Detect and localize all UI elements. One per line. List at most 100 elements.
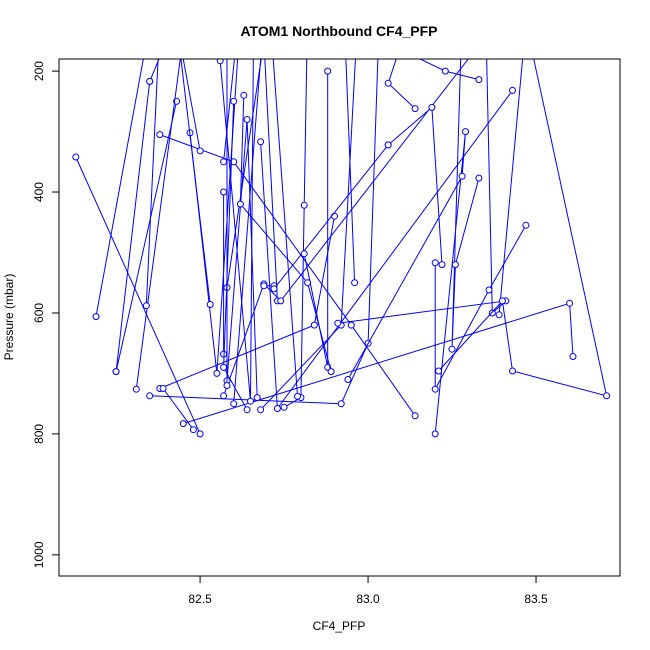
data-point: [566, 299, 574, 307]
data-point: [206, 301, 214, 308]
series-layer: [72, 59, 611, 438]
data-point: [220, 363, 228, 371]
y-axis-label: Pressure (mbar): [2, 274, 16, 361]
data-point: [92, 313, 100, 321]
data-point: [230, 400, 238, 408]
data-point: [294, 392, 301, 400]
data-point: [448, 345, 456, 353]
data-point: [522, 221, 530, 229]
series-line: [226, 59, 262, 404]
data-point: [331, 212, 338, 220]
data-point: [327, 368, 335, 376]
data-point: [431, 259, 439, 267]
y-tick-label: 400: [32, 182, 46, 202]
data-point: [236, 200, 244, 208]
y-tick-label: 200: [32, 61, 46, 81]
series-line: [273, 144, 389, 290]
data-point: [253, 394, 261, 402]
data-point: [384, 79, 392, 87]
data-point: [351, 279, 359, 287]
data-point: [310, 321, 318, 329]
data-point: [257, 138, 265, 146]
data-point: [260, 282, 268, 290]
data-point: [428, 103, 436, 111]
series-line: [260, 59, 356, 411]
series-line: [223, 59, 235, 162]
y-tick-label: 600: [32, 303, 46, 323]
data-point: [243, 406, 251, 414]
x-tick-label: 82.5: [188, 592, 212, 606]
series-line: [219, 59, 254, 402]
data-point: [300, 201, 308, 209]
series-line: [223, 59, 469, 396]
data-point: [462, 128, 469, 136]
data-point: [334, 319, 342, 327]
data-point: [569, 353, 577, 360]
series-line: [115, 81, 151, 372]
data-point: [438, 261, 446, 269]
data-point: [509, 367, 516, 375]
data-point: [243, 116, 251, 123]
series-line: [145, 59, 159, 306]
data-point: [431, 430, 439, 438]
data-point: [300, 250, 308, 258]
y-tick-label: 1000: [32, 541, 46, 568]
data-point: [196, 430, 204, 438]
data-point: [156, 131, 164, 139]
data-point: [72, 153, 80, 161]
x-axis-label: CF4_PFP: [313, 619, 366, 633]
data-point: [220, 188, 228, 196]
data-point: [230, 97, 238, 105]
data-point: [337, 400, 345, 408]
x-tick-label: 83.5: [524, 592, 548, 606]
data-point: [179, 420, 187, 428]
data-point: [411, 105, 419, 113]
data-point: [112, 368, 120, 376]
data-point: [509, 86, 516, 94]
data-point: [280, 403, 288, 411]
y-tick-label: 800: [32, 424, 46, 444]
series-line: [337, 59, 508, 324]
x-tick-label: 83.0: [356, 592, 380, 606]
series-line: [347, 131, 466, 434]
data-point: [277, 297, 285, 305]
data-point: [498, 297, 506, 305]
series-line: [75, 156, 201, 435]
series-line: [451, 59, 480, 350]
data-point: [159, 385, 167, 392]
data-point: [475, 174, 483, 182]
data-point: [146, 77, 154, 85]
data-point: [384, 141, 392, 149]
data-point: [603, 392, 611, 400]
data-point: [142, 302, 150, 310]
chart-title: ATOM1 Northbound CF4_PFP: [240, 23, 437, 39]
data-point: [485, 286, 493, 294]
series-line: [95, 59, 144, 317]
data-point: [196, 147, 204, 155]
x-axis: 82.5 83.0 83.5: [188, 575, 548, 606]
data-point: [257, 406, 265, 414]
data-point: [435, 367, 443, 375]
data-point: [220, 392, 228, 400]
data-point: [273, 405, 281, 412]
series-line: [180, 59, 211, 305]
data-point: [344, 376, 352, 383]
data-point: [240, 91, 248, 99]
y-axis: 200 400 600 800 1000: [32, 61, 60, 568]
series-line: [162, 388, 194, 430]
series-line: [283, 59, 308, 408]
series-line: [159, 134, 416, 417]
data-point: [324, 67, 332, 75]
data-point: [431, 385, 439, 393]
series-line: [135, 59, 181, 390]
data-point: [220, 158, 228, 166]
data-point: [223, 382, 231, 389]
data-point: [495, 311, 503, 319]
series-line: [115, 101, 178, 372]
series-line: [239, 95, 332, 372]
data-point: [247, 397, 254, 405]
series-line: [387, 106, 443, 265]
data-point: [189, 426, 197, 434]
series-line: [345, 59, 480, 283]
